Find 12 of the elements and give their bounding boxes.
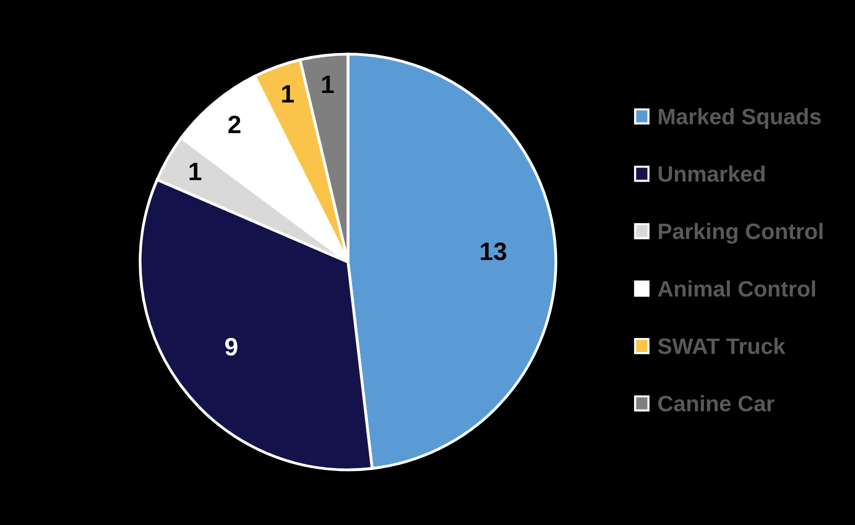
data-label: 13 <box>480 242 506 260</box>
legend-label: Canine Car <box>658 395 774 412</box>
legend-label: Unmarked <box>658 166 765 182</box>
legend-label: Marked Squads <box>658 108 821 129</box>
data-label: 2 <box>228 116 240 134</box>
data-label: 1 <box>190 162 202 180</box>
data-label: 9 <box>225 338 238 356</box>
legend-label: SWAT Truck <box>658 338 786 354</box>
data-label: 1 <box>282 85 294 102</box>
legend-label: Animal Control <box>658 280 816 297</box>
legend-label: Parking Control <box>658 222 822 244</box>
data-label: 1 <box>322 76 334 93</box>
